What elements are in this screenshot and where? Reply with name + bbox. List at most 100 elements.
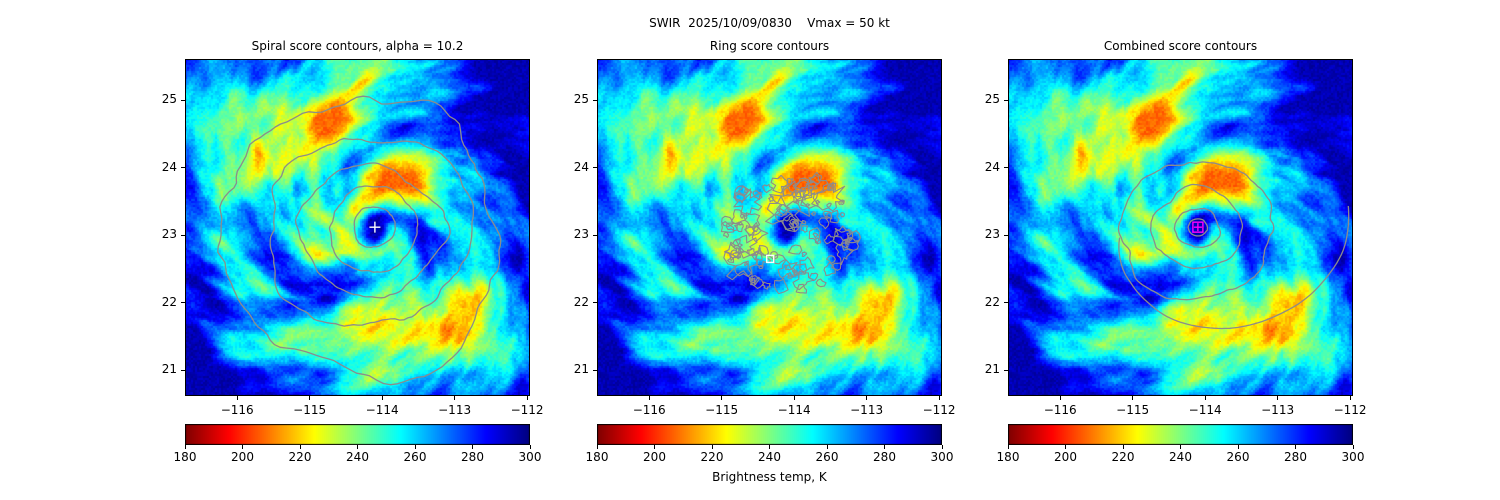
- y-tick-mark: [181, 99, 185, 101]
- ring-score-contour: [795, 283, 808, 294]
- contour-overlay-spiral: [185, 59, 530, 396]
- y-tick-label: 23: [984, 227, 1000, 242]
- contour-overlay-combined: [1008, 59, 1353, 396]
- colorbar-tick-mark: [711, 445, 713, 449]
- colorbar-tick-label: 280: [873, 450, 896, 464]
- ring-score-contour: [793, 190, 802, 201]
- panel-ring-score: Ring score contours −116 −115 −114 −113 −112…: [574, 0, 956, 500]
- ring-score-contour: [801, 219, 807, 225]
- combined-score-contour: [1187, 218, 1209, 237]
- combined-score-contour: [1173, 207, 1222, 248]
- colorbar-tick-label: 300: [518, 450, 542, 464]
- ring-score-contour: [730, 209, 746, 225]
- ring-score-contour: [723, 231, 730, 239]
- axes-spine: [185, 59, 530, 396]
- colorbar-tick-label: 260: [1226, 450, 1250, 464]
- y-tick-mark: [593, 302, 597, 304]
- panel-title-combined: Combined score contours: [1103, 39, 1258, 53]
- ring-score-contour: [769, 180, 810, 218]
- ring-score-contour: [835, 243, 855, 266]
- colorbar-tick-label: 200: [1054, 450, 1077, 464]
- ring-score-contour: [810, 211, 816, 216]
- ring-score-contour: [794, 177, 810, 192]
- x-tick-mark: [866, 396, 868, 400]
- ring-score-contour: [809, 171, 822, 186]
- panel-combined-score: Combined score contours −116 −115 −114 −113…: [985, 0, 1367, 500]
- colorbar-tick-mark: [1007, 445, 1009, 449]
- ring-score-contour: [809, 272, 819, 282]
- x-tick-label: −114: [365, 403, 399, 417]
- colorbar-tick-label: 240: [758, 450, 781, 464]
- y-tick-mark: [593, 99, 597, 101]
- ring-score-contour: [770, 174, 789, 194]
- y-tick-label: 25: [161, 92, 177, 107]
- y-tick-mark: [1004, 99, 1008, 101]
- colorbar-tick-label: 300: [930, 450, 954, 464]
- ring-score-contour: [830, 262, 842, 271]
- colorbar-tick-mark: [529, 445, 531, 449]
- x-tick-label: −116: [220, 403, 254, 417]
- y-tick-label: 22: [573, 294, 589, 309]
- ring-score-contour: [840, 238, 849, 249]
- ring-score-contour: [823, 233, 835, 245]
- y-tick-label: 21: [984, 362, 1000, 377]
- y-tick-label: 23: [573, 227, 589, 242]
- x-tick-label: −116: [632, 403, 666, 417]
- ring-score-contour: [787, 272, 794, 279]
- ring-score-contour: [768, 195, 774, 203]
- colorbar-tick-label: 180: [173, 450, 197, 464]
- colorbar-tick-label: 280: [1284, 450, 1307, 464]
- ring-score-contour: [734, 260, 753, 277]
- y-tick-mark: [181, 302, 185, 304]
- colorbar-tick-mark: [769, 445, 770, 449]
- ring-score-contour: [800, 192, 819, 209]
- colorbar-tick-label: 180: [585, 450, 609, 464]
- x-tick-label: −112: [1333, 403, 1367, 417]
- colorbar-tick-mark: [941, 445, 943, 449]
- ring-score-contour: [812, 232, 819, 239]
- colorbar-tick-mark: [1352, 445, 1354, 449]
- score-peak-square-marker: [1192, 221, 1204, 233]
- ring-score-contour: [800, 225, 809, 233]
- colorbar-tick-label: 220: [1111, 450, 1135, 464]
- colorbar-tick-mark: [654, 445, 655, 449]
- y-tick-mark: [1004, 234, 1008, 236]
- ring-score-contour: [782, 186, 794, 197]
- x-tick-label: −113: [1261, 403, 1295, 417]
- colorbar-tick-label: 280: [461, 450, 484, 464]
- ring-score-contour: [721, 215, 734, 228]
- colorbar-tick-mark: [1295, 445, 1296, 449]
- x-tick-label: −115: [293, 403, 327, 417]
- colorbar-tick-label: 220: [700, 450, 724, 464]
- colorbar-tick-mark: [826, 445, 828, 449]
- x-tick-mark: [938, 396, 940, 400]
- ring-score-contour: [754, 250, 763, 261]
- y-tick-label: 22: [984, 294, 1000, 309]
- x-tick-label: −113: [438, 403, 472, 417]
- colorbar-tick-mark: [242, 445, 243, 449]
- colorbar-tick-mark: [299, 445, 301, 449]
- ring-score-contour: [750, 279, 756, 286]
- panel-title-ring: Ring score contours: [709, 39, 830, 53]
- y-tick-mark: [593, 369, 597, 371]
- spiral-score-contour: [217, 95, 502, 386]
- colorbar-combined: [1008, 424, 1353, 445]
- colorbar-spiral: [185, 424, 530, 445]
- y-tick-mark: [181, 234, 185, 236]
- panel-title-spiral: Spiral score contours, alpha = 10.2: [251, 39, 464, 53]
- colorbar-axis-label: Brightness temp, K: [712, 470, 827, 484]
- brightness-temp-image-combined: [1008, 59, 1353, 396]
- y-tick-mark: [1004, 167, 1008, 169]
- ring-score-contour: [815, 278, 827, 288]
- ring-score-contour: [792, 270, 815, 291]
- colorbar-tick-mark: [1237, 445, 1239, 449]
- y-tick-mark: [593, 167, 597, 169]
- ring-score-contour: [826, 202, 832, 208]
- ring-score-contour: [733, 185, 753, 202]
- colorbar-tick-label: 260: [815, 450, 839, 464]
- colorbar-tick-mark: [1122, 445, 1124, 449]
- x-tick-mark: [1277, 396, 1279, 400]
- x-tick-mark: [721, 396, 723, 400]
- x-tick-mark: [1349, 396, 1351, 400]
- axes-spine: [1008, 59, 1353, 396]
